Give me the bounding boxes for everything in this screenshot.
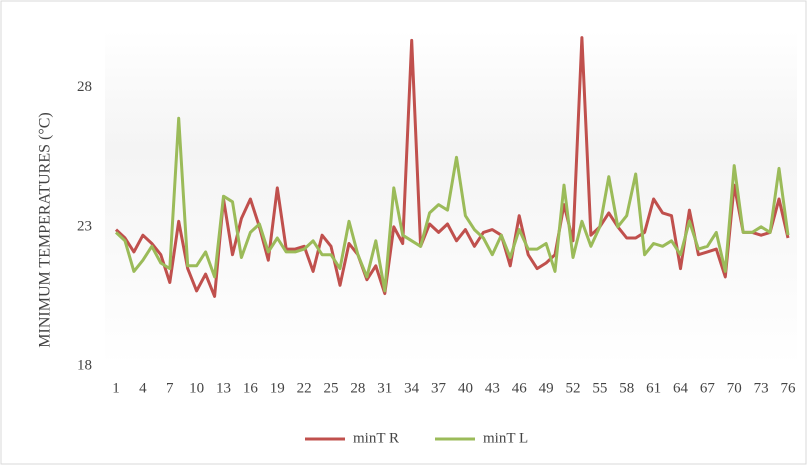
x-tick-label: 46 <box>512 380 528 396</box>
x-tick-label: 61 <box>646 380 661 396</box>
y-axis-title: MINIMUM TEMPERATURES (°C) <box>37 112 54 347</box>
x-tick-label: 19 <box>270 380 285 396</box>
y-tick-label: 28 <box>77 79 92 95</box>
line-series <box>114 116 790 293</box>
y-tick-label: 23 <box>77 218 92 234</box>
x-tick-label: 37 <box>431 380 447 396</box>
x-tick-label: 49 <box>539 380 554 396</box>
x-tick-label: 40 <box>458 380 473 396</box>
legend-label: minT R <box>353 430 399 446</box>
y-tick-label: 18 <box>77 357 92 373</box>
x-tick-label: 34 <box>404 380 420 396</box>
x-tick-label: 1 <box>112 380 120 396</box>
x-tick-label: 67 <box>700 380 716 396</box>
x-tick-label: 13 <box>216 380 231 396</box>
x-tick-label: 58 <box>619 380 634 396</box>
x-tick-label: 55 <box>592 380 607 396</box>
x-tick-label: 28 <box>350 380 365 396</box>
x-tick-label: 52 <box>565 380 580 396</box>
x-tick-label: 76 <box>781 380 797 396</box>
x-tick-label: 16 <box>243 380 259 396</box>
x-tick-label: 73 <box>754 380 769 396</box>
x-tick-label: 43 <box>485 380 500 396</box>
x-tick-label: 64 <box>673 380 689 396</box>
x-tick-label: 4 <box>139 380 147 396</box>
line-series <box>114 36 790 298</box>
x-tick-label: 25 <box>324 380 339 396</box>
legend-label: minT L <box>483 430 528 446</box>
x-tick-label: 7 <box>166 380 174 396</box>
x-tick-label: 10 <box>189 380 204 396</box>
x-tick-label: 31 <box>377 380 392 396</box>
x-tick-label: 70 <box>727 380 742 396</box>
x-tick-label: 22 <box>297 380 312 396</box>
